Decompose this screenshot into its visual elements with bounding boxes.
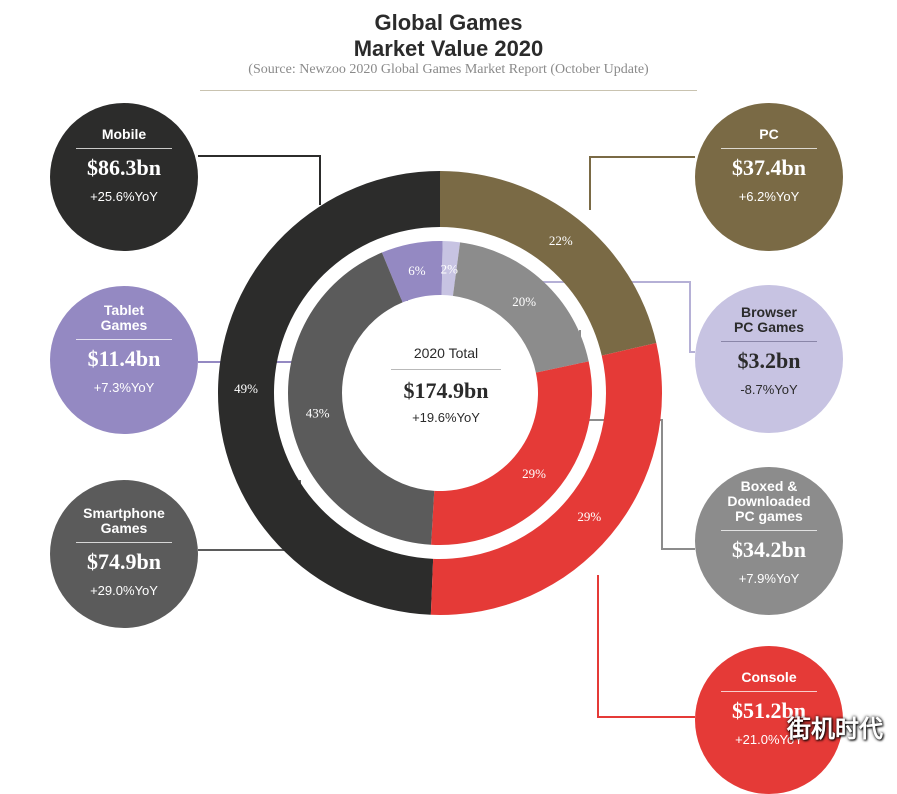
mobile-divider	[76, 148, 172, 149]
mobile-value: $86.3bn	[87, 155, 161, 180]
pc-bubble: PC $37.4bn +6.2%YoY	[695, 103, 843, 251]
boxed-divider	[721, 530, 817, 531]
console-label: Console	[741, 669, 797, 685]
inner-ring-slice-smartphone-games	[288, 252, 435, 545]
outer-ring-slice-pc	[440, 171, 657, 356]
total-divider	[391, 369, 501, 370]
boxed-bubble: Boxed & Downloaded PC games $34.2bn +7.9…	[695, 467, 843, 615]
boxed-label-line1: Boxed &	[740, 478, 798, 494]
smartphone-divider	[76, 542, 172, 543]
inner-ring-slice-boxed-downloaded-pc-games	[452, 242, 589, 373]
inner-ring-label-tablet-games: 6%	[408, 263, 426, 278]
smartphone-label-line1: Smartphone	[83, 505, 165, 521]
chart-source: (Source: Newzoo 2020 Global Games Market…	[248, 62, 649, 77]
inner-ring-slice-browser-pc-games	[441, 241, 461, 296]
outer-ring-slice-console	[430, 342, 662, 615]
browser-label-line1: Browser	[740, 304, 798, 320]
inner-ring	[288, 240, 592, 546]
tablet-bubble: Tablet Games $11.4bn +7.3%YoY	[50, 286, 198, 434]
browser-label-line2: PC Games	[733, 319, 805, 335]
boxed-label-line3: PC games	[735, 508, 803, 524]
inner-ring-slice-console	[431, 361, 592, 546]
inner-ring-label-smartphone-games: 43%	[306, 406, 330, 421]
source-divider	[200, 90, 697, 91]
smartphone-bubble: Smartphone Games $74.9bn +29.0%YoY	[50, 480, 198, 628]
mobile-connector	[198, 155, 321, 205]
console-yoy: +21.0%YoY	[735, 732, 803, 747]
donut-chart: 49% 22% 29% 6% 2% 20% 29% 43%	[198, 155, 695, 718]
total-yoy: +19.6%YoY	[412, 410, 480, 425]
tablet-divider	[76, 339, 172, 340]
browser-divider	[721, 341, 817, 342]
tablet-yoy: +7.3%YoY	[93, 380, 155, 395]
smartphone-yoy: +29.0%YoY	[90, 583, 158, 598]
browser-value: $3.2bn	[737, 348, 801, 373]
inner-ring-label-browser-pc-games: 2%	[441, 261, 459, 276]
pc-label: PC	[759, 126, 779, 142]
total-value: $174.9bn	[403, 378, 489, 403]
mobile-bubble: Mobile $86.3bn +25.6%YoY	[50, 103, 198, 251]
outer-ring-label-pc: 22%	[549, 233, 573, 248]
total-label: 2020 Total	[413, 345, 479, 361]
pc-value: $37.4bn	[732, 155, 806, 180]
outer-ring-label-console: 29%	[577, 509, 601, 524]
pc-yoy: +6.2%YoY	[738, 189, 800, 204]
boxed-label-line2: Downloaded	[727, 493, 811, 509]
tablet-value: $11.4bn	[87, 346, 161, 371]
tablet-label-line2: Games	[100, 317, 148, 333]
chart-title-line1: Global Games	[374, 10, 523, 35]
inner-ring-label-console: 29%	[522, 466, 546, 481]
smartphone-value: $74.9bn	[87, 549, 161, 574]
outer-ring-slice-mobile	[218, 171, 440, 615]
total-summary: 2020 Total $174.9bn +19.6%YoY	[380, 345, 512, 425]
outer-ring-label-mobile: 49%	[234, 381, 258, 396]
console-connector	[597, 575, 695, 718]
boxed-value: $34.2bn	[732, 537, 806, 562]
pc-divider	[721, 148, 817, 149]
outer-ring	[218, 171, 662, 615]
pc-connector	[589, 156, 695, 210]
boxed-yoy: +7.9%YoY	[738, 571, 800, 586]
watermark-text: 街机时代	[787, 715, 883, 743]
smartphone-label-line2: Games	[100, 520, 148, 536]
console-divider	[721, 691, 817, 692]
mobile-label: Mobile	[101, 126, 147, 142]
console-value: $51.2bn	[732, 698, 806, 723]
browser-bubble: Browser PC Games $3.2bn -8.7%YoY	[695, 285, 843, 433]
tablet-label-line1: Tablet	[103, 302, 145, 318]
inner-ring-slice-tablet-games	[381, 240, 443, 303]
browser-yoy: -8.7%YoY	[740, 382, 798, 397]
inner-ring-label-boxed-downloaded-pc-games: 20%	[512, 294, 536, 309]
mobile-yoy: +25.6%YoY	[90, 189, 158, 204]
percent-labels: 49% 22% 29% 6% 2% 20% 29% 43%	[234, 233, 601, 524]
chart-title-line2: Market Value 2020	[353, 36, 544, 61]
infographic: Global Games Market Value 2020 (Source: …	[50, 10, 883, 794]
